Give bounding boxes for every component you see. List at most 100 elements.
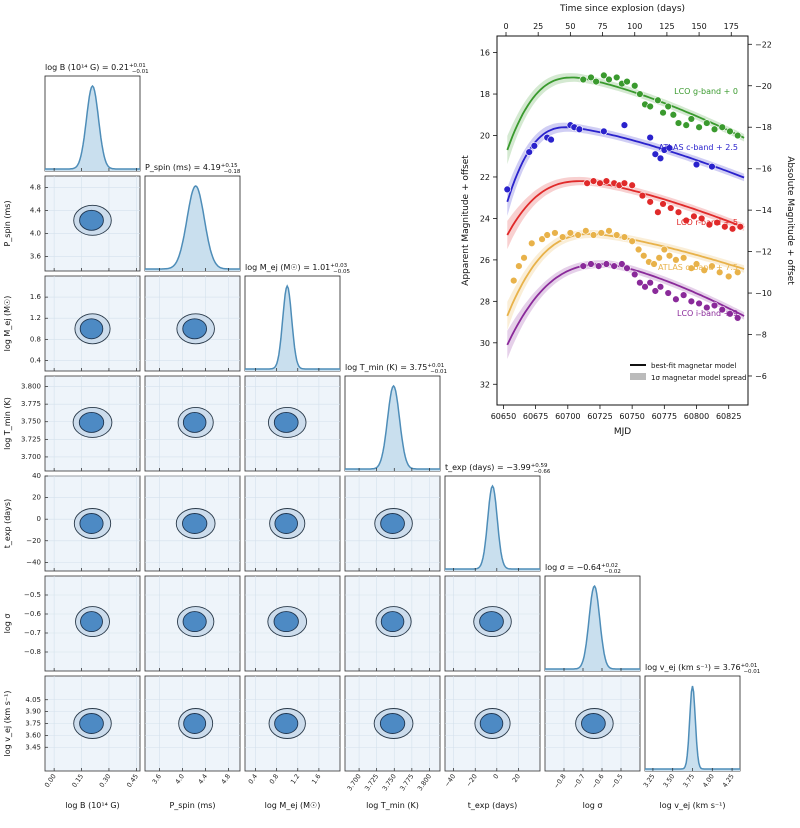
model-curve-0 <box>506 76 745 151</box>
data-point-band-3 <box>628 237 636 245</box>
data-point-band-2 <box>659 200 667 208</box>
xtick-label-Pspin: 3.6 <box>151 773 163 786</box>
lc-rtick-label: −18 <box>755 123 772 132</box>
marginal-curve-Mej <box>245 284 340 370</box>
xtick-label-logB: 0.15 <box>70 773 85 789</box>
contour-inner <box>274 713 299 734</box>
data-point-band-1 <box>692 160 701 169</box>
xtick-label-Mej: 1.2 <box>289 773 301 786</box>
lc-ytick-label: 16 <box>480 49 490 58</box>
data-point-band-0 <box>726 127 734 136</box>
lc-rtick-label: −10 <box>755 289 772 298</box>
lc-xtick-label: 60750 <box>619 412 644 421</box>
data-point-band-2 <box>736 223 744 231</box>
title-lower-err: −0.05 <box>333 269 350 275</box>
ylabel-texp: t_exp (days) <box>3 499 12 548</box>
title-upper-err: +0.59 <box>531 463 548 469</box>
ytick-label-sigma: −0.6 <box>24 610 42 618</box>
ylabel-sigma: log σ <box>3 614 12 634</box>
ytick-label-Pspin: 4.0 <box>30 230 41 238</box>
contour-inner <box>79 513 104 534</box>
xtick-label-Tmin: 3.750 <box>381 773 398 793</box>
lc-rtick-label: −12 <box>755 248 772 257</box>
marginal-title-sigma: log σ = −0.64+0.02 −0.02 <box>545 563 621 575</box>
data-point-band-1 <box>646 133 654 142</box>
ytick-label-Mej: 0.8 <box>30 335 41 343</box>
data-point-band-4 <box>710 301 719 310</box>
contour-inner <box>78 411 105 433</box>
data-point-band-2 <box>728 225 737 233</box>
ylabel-vej: log v_ej (km s⁻¹) <box>3 691 12 757</box>
marginal-fill-Tmin <box>345 386 440 471</box>
data-point-band-1 <box>665 144 674 152</box>
data-point-band-0 <box>718 123 726 131</box>
ytick-label-Tmin: 3.700 <box>21 453 41 461</box>
data-point-band-3 <box>551 229 559 237</box>
ytick-label-Tmin: 3.800 <box>21 383 41 391</box>
data-point-band-4 <box>594 262 603 270</box>
marginal-fill-Pspin <box>145 186 240 271</box>
legend-model-label: best-fit magnetar model <box>651 362 736 370</box>
data-point-band-1 <box>708 162 716 171</box>
data-point-band-3 <box>613 231 621 239</box>
data-point-band-0 <box>703 119 711 127</box>
ytick-label-Mej: 0.4 <box>30 356 42 364</box>
data-point-band-3 <box>528 239 536 248</box>
xtick-label-Pspin: 4.4 <box>197 773 209 786</box>
data-point-band-4 <box>703 303 711 312</box>
ytick-label-vej: 3.75 <box>25 720 41 728</box>
data-point-band-2 <box>667 204 675 212</box>
xtick-label-texp: 20 <box>511 773 522 784</box>
xtick-label-vej: 4.25 <box>721 773 736 789</box>
data-point-band-4 <box>602 260 611 268</box>
ytick-label-texp: −20 <box>26 537 41 545</box>
xtick-label-texp: −40 <box>443 773 457 789</box>
data-point-band-3 <box>708 262 716 270</box>
data-point-band-3 <box>620 233 629 241</box>
ylabel-Pspin: P_spin (ms) <box>3 200 12 246</box>
xlabel-sigma: log σ <box>583 801 603 810</box>
data-point-band-0 <box>695 123 703 131</box>
ytick-label-sigma: −0.8 <box>24 648 41 656</box>
ytick-label-texp: 20 <box>32 494 41 502</box>
model-spread-1 <box>507 122 745 216</box>
data-point-band-0 <box>654 96 662 104</box>
data-point-band-3 <box>582 227 590 235</box>
title-value: log v_ej (km s⁻¹) = 3.76 <box>645 663 741 672</box>
band-label-0: LCO g-band + 0 <box>674 87 738 96</box>
lc-xtick-label: 60675 <box>523 412 548 421</box>
data-point-band-2 <box>674 208 683 216</box>
data-point-band-3 <box>687 264 696 272</box>
xtick-label-Mej: 0.4 <box>247 773 259 786</box>
data-point-band-4 <box>618 260 626 268</box>
contour-inner <box>182 411 207 433</box>
contour-inner <box>479 611 504 633</box>
data-point-band-0 <box>623 77 631 86</box>
data-point-band-0 <box>710 125 719 133</box>
marginal-curve-vej <box>645 685 740 770</box>
lc-toptick-label: 125 <box>659 22 674 31</box>
xtick-label-sigma: −0.6 <box>590 773 606 791</box>
xtick-label-Pspin: 4.8 <box>220 773 232 786</box>
data-point-band-4 <box>695 299 703 308</box>
marginal-curve-Tmin <box>345 384 440 470</box>
ytick-label-vej: 3.60 <box>25 731 41 739</box>
data-point-band-3 <box>700 266 708 274</box>
lc-xtick-label: 60650 <box>491 412 516 421</box>
title-value: log σ = −0.64 <box>545 563 601 572</box>
contour-inner <box>273 611 299 633</box>
data-point-band-3 <box>605 227 613 235</box>
title-lower-err: −0.01 <box>132 69 149 75</box>
contour-inner <box>183 713 207 734</box>
lc-ytick-label: 22 <box>480 173 490 182</box>
title-value: P_spin (ms) = 4.19 <box>145 163 221 172</box>
contour-inner <box>274 513 298 534</box>
lc-ytick-label: 18 <box>480 90 490 99</box>
data-point-band-3 <box>538 235 546 243</box>
data-point-band-4 <box>679 291 688 299</box>
marginal-title-logB: log B (10¹⁴ G) = 0.21+0.01 −0.01 <box>45 63 149 75</box>
contour-inner <box>182 513 208 534</box>
ytick-label-Pspin: 3.6 <box>30 253 42 261</box>
data-point-band-4 <box>636 278 644 287</box>
data-point-band-1 <box>525 148 533 156</box>
